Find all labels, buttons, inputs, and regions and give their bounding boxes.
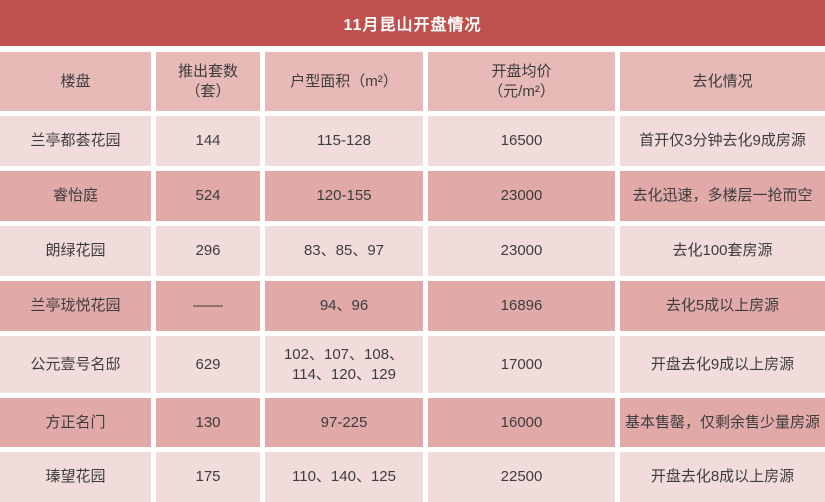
table-cell: 97-225 [265,398,423,447]
column-header-avg-price: 开盘均价 （元/m²） [428,52,615,111]
column-header-label: （元/m²） [488,82,555,100]
table-cell: 开盘去化9成以上房源 [620,336,825,393]
table-cell: 方正名门 [0,398,151,447]
table-cell: 102、107、108、114、120、129 [265,336,423,393]
column-header-property: 楼盘 [0,52,151,111]
column-header-label: 开盘均价 [491,63,552,80]
column-header-label: 推出套数 [177,63,238,80]
table-cell: 去化迅速，多楼层一抢而空 [620,171,825,221]
column-header-absorption: 去化情况 [620,52,825,111]
table-cell: 去化100套房源 [620,226,825,276]
table-cell: 兰亭都荟花园 [0,116,151,166]
table-cell: 175 [156,452,260,502]
table-cell: 去化5成以上房源 [620,281,825,331]
table-cell: 瑧望花园 [0,452,151,502]
table-cell: 16500 [428,116,615,166]
table-cell: 94、96 [265,281,423,331]
table-cell: 524 [156,171,260,221]
table-cell: 130 [156,398,260,447]
column-header-units-launched: 推出套数 （套） [156,52,260,111]
column-header-label: 楼盘 [60,72,91,90]
table-cell: 16896 [428,281,615,331]
table-cell: 16000 [428,398,615,447]
table-cell: 120-155 [265,171,423,221]
table-cell: 朗绿花园 [0,226,151,276]
table-cell: 睿怡庭 [0,171,151,221]
page-title: 11月昆山开盘情况 [343,17,482,34]
table-cell: 17000 [428,336,615,393]
table-cell: 23000 [428,226,615,276]
column-header-label: 户型面积（m²） [290,72,398,90]
table-cell: 629 [156,336,260,393]
table-cell: 110、140、125 [265,452,423,502]
table-cell: 22500 [428,452,615,502]
table-cell: 296 [156,226,260,276]
openings-table: 楼盘 推出套数 （套） 户型面积（m²） 开盘均价 （元/m²） 去化情况 兰亭… [0,52,825,502]
table-cell: 首开仅3分钟去化9成房源 [620,116,825,166]
table-title-banner: 11月昆山开盘情况 [0,0,825,46]
table-cell: 开盘去化8成以上房源 [620,452,825,502]
table-cell: 基本售罄，仅剩余售少量房源 [620,398,825,447]
table-cell: 144 [156,116,260,166]
table-cell: —— [156,281,260,331]
table-cell: 83、85、97 [265,226,423,276]
table-cell: 23000 [428,171,615,221]
table-cell: 兰亭珑悦花园 [0,281,151,331]
column-header-label: 去化情况 [692,72,753,90]
table-cell: 公元壹号名邸 [0,336,151,393]
column-header-label: （套） [185,82,231,100]
table-cell: 115-128 [265,116,423,166]
column-header-unit-area: 户型面积（m²） [265,52,423,111]
